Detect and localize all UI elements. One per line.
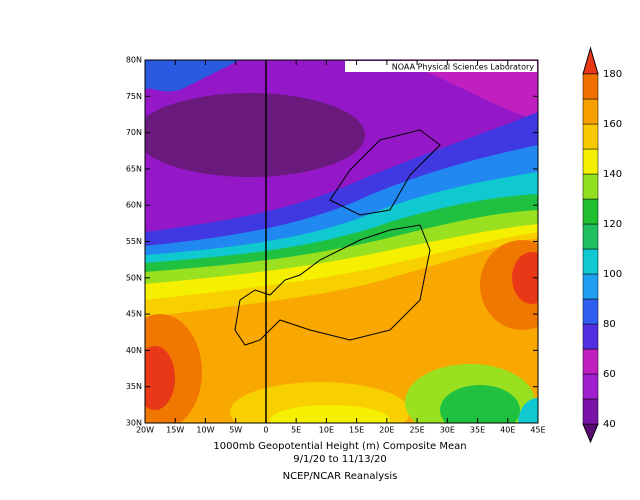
lon-label: 25E — [409, 426, 424, 435]
colorbar-tick-label: 100 — [603, 269, 622, 280]
colorbar-tick-label: 40 — [603, 419, 616, 430]
colorbar-segment — [582, 373, 599, 400]
lon-label: 5W — [229, 426, 242, 435]
colorbar-segment — [582, 398, 599, 425]
lat-label: 50N — [126, 273, 142, 282]
credit: NOAA Physical Sciences Laboratory — [392, 63, 535, 72]
colorbar-segment — [582, 173, 599, 200]
lat-label: 65N — [126, 164, 142, 173]
lat-label: 45N — [126, 310, 142, 319]
lat-label: 75N — [126, 92, 142, 101]
lon-label: 30E — [440, 426, 455, 435]
colorbar-tick-label: 60 — [603, 369, 616, 380]
colorbar-segment — [582, 198, 599, 225]
colorbar-segment — [582, 323, 599, 350]
colorbar-tick-label: 80 — [603, 319, 616, 330]
lat-label: 80N — [126, 56, 142, 65]
lon-label: 40E — [500, 426, 515, 435]
lat-label: 35N — [126, 382, 142, 391]
colorbar-tick-label: 180 — [603, 69, 622, 80]
lat-label: 60N — [126, 201, 142, 210]
height-field — [145, 60, 538, 423]
lon-label: 35E — [470, 426, 485, 435]
colorbar-segment — [582, 123, 599, 150]
lon-label: 10W — [196, 426, 214, 435]
colorbar-tick-label: 120 — [603, 219, 622, 230]
colorbar-tick-label: 140 — [603, 169, 622, 180]
lon-label: 0 — [263, 426, 268, 435]
colorbar-arrow — [582, 46, 599, 75]
colorbar-segment — [582, 298, 599, 325]
lat-label: 70N — [126, 128, 142, 137]
colorbar-segment — [582, 73, 599, 100]
lon-label: 5E — [291, 426, 301, 435]
caption-dates: 9/1/20 to 11/13/20 — [293, 454, 387, 465]
lon-label: 20W — [136, 426, 154, 435]
colorbar-segment — [582, 223, 599, 250]
colorbar-segment — [582, 148, 599, 175]
lon-label: 45E — [530, 426, 545, 435]
caption-source: NCEP/NCAR Reanalysis — [283, 471, 398, 482]
caption-title: 1000mb Geopotential Height (m) Composite… — [213, 441, 466, 452]
credit-box — [345, 61, 537, 72]
colorbar-segment — [582, 98, 599, 125]
lon-label: 20E — [379, 426, 394, 435]
colorbar-arrow — [582, 423, 599, 444]
colorbar-segment — [582, 248, 599, 275]
lon-label: 15W — [166, 426, 184, 435]
colorbar-segment — [582, 273, 599, 300]
colorbar-tick-label: 160 — [603, 119, 622, 130]
lat-label: 40N — [126, 346, 142, 355]
lat-label: 55N — [126, 237, 142, 246]
lat-label: 30N — [126, 419, 142, 428]
lon-label: 15E — [349, 426, 364, 435]
lon-label: 10E — [319, 426, 334, 435]
colorbar-segment — [582, 348, 599, 375]
